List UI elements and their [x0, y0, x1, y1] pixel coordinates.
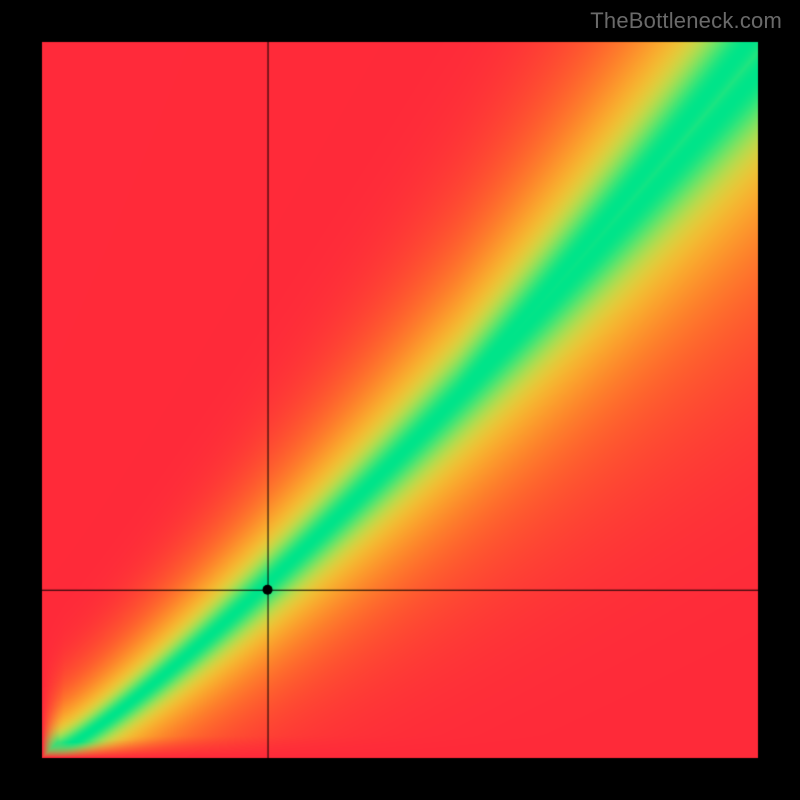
- bottleneck-heatmap: [0, 0, 800, 800]
- watermark-text: TheBottleneck.com: [590, 8, 782, 34]
